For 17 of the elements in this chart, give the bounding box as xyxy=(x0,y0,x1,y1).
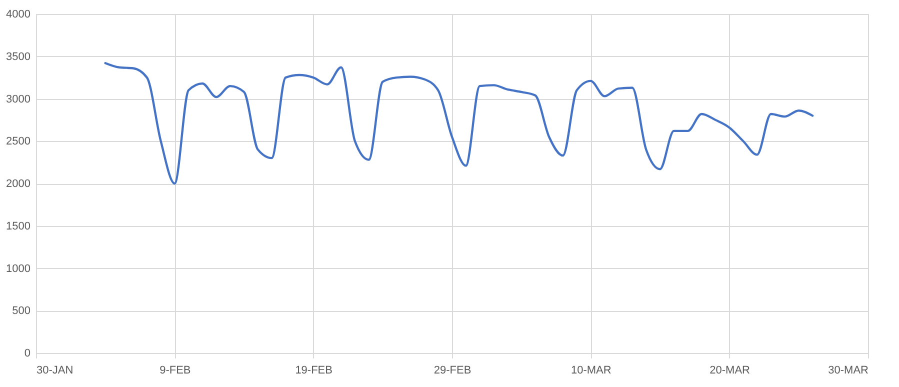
x-tick-label: 29-FEB xyxy=(434,364,472,376)
x-tick-label: 9-FEB xyxy=(160,364,191,376)
x-tick-label: 19-FEB xyxy=(295,364,332,376)
y-tick-label: 500 xyxy=(12,305,30,318)
y-tick-label: 0 xyxy=(24,348,30,360)
y-tick-label: 1500 xyxy=(6,220,30,232)
y-tick-label: 2000 xyxy=(6,178,30,190)
line-series xyxy=(104,62,814,185)
y-tick-label: 3000 xyxy=(6,93,30,106)
y-tick-label: 3500 xyxy=(6,50,30,63)
x-tick-label: 10-MAR xyxy=(570,364,612,376)
y-tick-label: 1000 xyxy=(6,262,30,275)
y-tick-label: 4000 xyxy=(6,8,30,20)
y-tick-label: 2500 xyxy=(6,136,30,148)
x-tick-label: 30-JAN xyxy=(36,364,74,376)
x-tick-label: 30-MAR xyxy=(828,364,869,376)
x-tick-label: 20-MAR xyxy=(710,364,750,376)
